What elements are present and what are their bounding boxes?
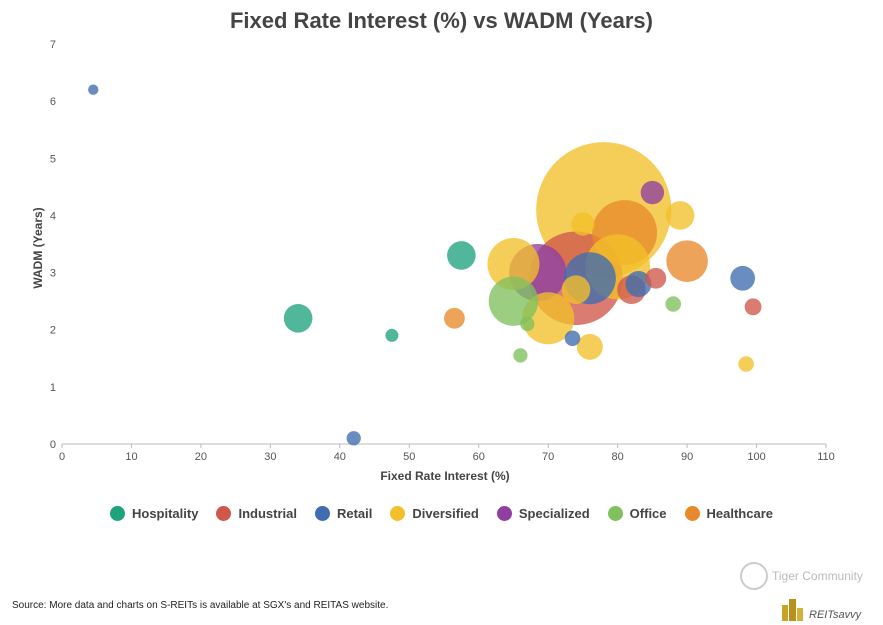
watermark-brand-text: REITsavvy	[809, 609, 862, 621]
x-tick-label: 60	[473, 451, 485, 463]
legend-label: Office	[629, 506, 667, 521]
tiger-logo-icon	[740, 562, 768, 590]
watermark-community: Tiger Community	[740, 562, 863, 590]
data-point-office	[513, 348, 528, 363]
x-tick-label: 90	[681, 451, 693, 463]
data-point-industrial	[645, 267, 667, 289]
x-tick-label: 110	[817, 451, 835, 463]
x-tick-label: 100	[747, 451, 765, 463]
data-point-hospitality	[283, 303, 313, 333]
data-point-diversified	[561, 275, 591, 305]
legend-label: Industrial	[238, 506, 297, 521]
y-tick-label: 7	[50, 39, 56, 51]
data-point-diversified	[571, 212, 595, 236]
chart-title: Fixed Rate Interest (%) vs WADM (Years)	[229, 8, 653, 33]
data-point-office	[665, 296, 681, 312]
legend-swatch	[314, 506, 330, 521]
y-tick-label: 4	[50, 210, 56, 222]
legend-item-healthcare: Healthcare	[684, 506, 773, 521]
y-tick-label: 0	[50, 439, 56, 451]
data-point-retail	[625, 271, 652, 297]
legend-swatch	[390, 506, 406, 521]
legend-label: Retail	[336, 506, 373, 521]
x-tick-label: 70	[542, 451, 554, 463]
data-point-office	[520, 316, 535, 332]
watermark-brand: REITsavvy	[780, 595, 861, 621]
legend-label: Healthcare	[706, 506, 773, 521]
data-point-specialized	[640, 180, 665, 205]
x-tick-label: 40	[334, 451, 346, 463]
legend-swatch	[684, 506, 700, 521]
x-tick-label: 0	[59, 451, 65, 463]
x-tick-label: 20	[195, 451, 207, 463]
data-point-office	[488, 276, 539, 326]
x-axis-label: Fixed Rate Interest (%)	[380, 469, 509, 483]
legend-item-diversified: Diversified	[390, 506, 479, 521]
x-tick-label: 50	[403, 451, 415, 463]
data-point-healthcare	[666, 240, 708, 282]
legend-label: Hospitality	[131, 506, 199, 521]
x-tick-label: 10	[125, 451, 137, 463]
data-point-diversified	[487, 238, 540, 290]
legend-item-hospitality: Hospitality	[109, 506, 199, 521]
data-point-retail	[346, 431, 361, 446]
data-point-industrial	[744, 298, 762, 316]
data-point-retail	[88, 84, 99, 95]
building-logo-icon	[782, 599, 803, 621]
data-point-diversified	[576, 333, 603, 360]
x-tick-label: 80	[612, 451, 624, 463]
legend-label: Diversified	[412, 506, 479, 521]
y-tick-label: 2	[50, 325, 56, 337]
y-tick-label: 6	[50, 96, 56, 108]
data-point-diversified	[738, 356, 754, 372]
legend: Hospitality Industrial Retail Diversified Sp…	[0, 506, 883, 521]
legend-item-industrial: Industrial	[216, 506, 297, 521]
y-tick-label: 1	[50, 382, 56, 394]
y-tick-label: 3	[50, 268, 56, 280]
legend-swatch	[607, 506, 623, 521]
legend-item-office: Office	[607, 506, 667, 521]
data-points	[88, 84, 762, 446]
y-tick-label: 5	[50, 153, 56, 165]
legend-item-retail: Retail	[314, 506, 373, 521]
watermark-community-text: Tiger Community	[772, 569, 863, 583]
data-point-diversified	[665, 201, 695, 230]
axes: 0 10 20 30 40 50 60 70 80 90 100 110 0 1 2 3 4 5 6 7	[50, 39, 835, 463]
source-note: Source: More data and charts on S-REITs …	[12, 600, 389, 611]
x-tick-label: 30	[264, 451, 276, 463]
legend-label: Specialized	[518, 506, 590, 521]
data-point-hospitality	[385, 328, 399, 342]
data-point-healthcare	[444, 307, 465, 329]
legend-swatch	[496, 506, 512, 521]
legend-swatch	[216, 506, 232, 521]
legend-swatch	[109, 506, 125, 521]
data-point-retail	[730, 265, 756, 291]
data-point-hospitality	[447, 241, 476, 270]
y-axis-label: WADM (Years)	[31, 207, 45, 288]
legend-item-specialized: Specialized	[496, 506, 590, 521]
data-point-retail	[564, 330, 581, 347]
